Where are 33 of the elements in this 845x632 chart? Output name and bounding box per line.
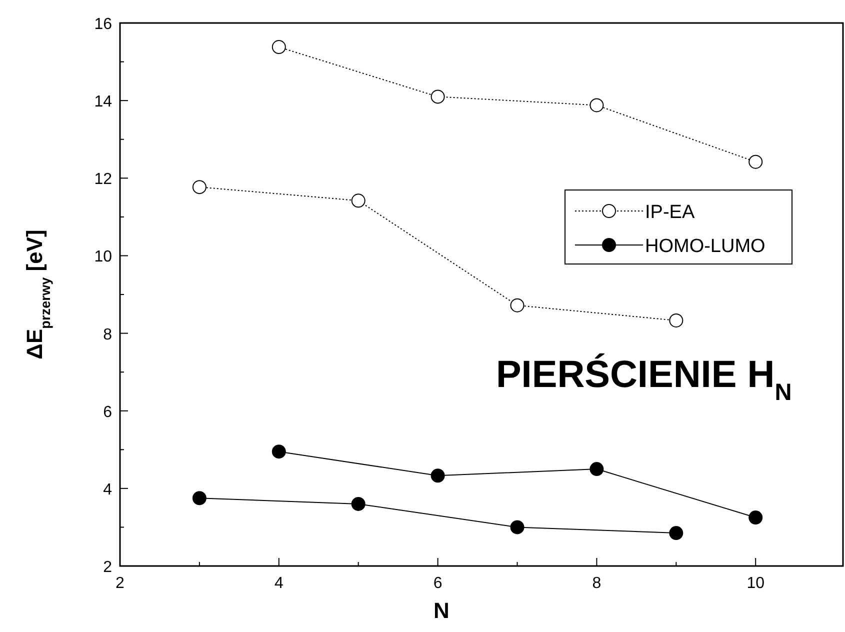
point — [192, 180, 206, 194]
annotation: PIERŚCIENIE H$_{N}$ — [496, 352, 792, 405]
point — [748, 154, 763, 169]
y-tick-label: 8 — [103, 326, 112, 344]
x-tick-label: 2 — [116, 575, 125, 592]
point — [669, 313, 684, 328]
point — [510, 520, 524, 534]
y-tick-label: 12 — [94, 171, 112, 188]
y-tick-label: 6 — [103, 404, 112, 421]
point — [590, 462, 604, 476]
point — [351, 496, 366, 511]
x-tick-label: 8 — [592, 575, 602, 592]
x-tick-label: 10 — [746, 575, 765, 592]
point — [430, 468, 445, 483]
point — [748, 510, 763, 525]
x-tick-label: 6 — [433, 575, 442, 592]
point — [272, 40, 286, 54]
y-tick-label: 16 — [94, 16, 112, 33]
y-tick-label: 14 — [94, 94, 112, 111]
point — [510, 298, 524, 312]
x-tick-label: 4 — [274, 575, 284, 592]
point — [669, 526, 684, 540]
point — [272, 444, 286, 459]
legend-label: HOMO-LUMO — [645, 236, 766, 257]
x-axis-title: N — [434, 598, 450, 623]
y-tick-label: 10 — [94, 248, 112, 266]
point — [590, 98, 604, 112]
y-tick-label: 2 — [103, 559, 112, 576]
y-tick-label: 4 — [103, 481, 112, 498]
point — [192, 491, 206, 506]
point — [430, 90, 445, 104]
legend-label: IP-EA — [645, 202, 695, 223]
point — [351, 194, 366, 208]
